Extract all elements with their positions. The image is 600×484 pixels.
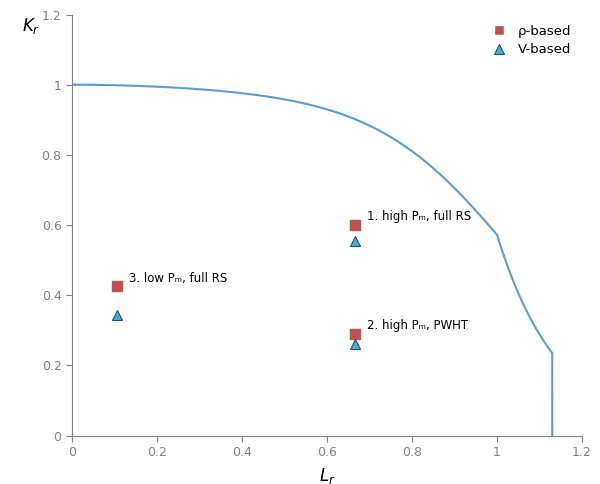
- Y-axis label: $K_r$: $K_r$: [22, 15, 40, 36]
- Text: 3. low Pₘ, full RS: 3. low Pₘ, full RS: [130, 272, 227, 285]
- Legend: ρ-based, V-based: ρ-based, V-based: [482, 21, 575, 60]
- Text: 1. high Pₘ, full RS: 1. high Pₘ, full RS: [367, 211, 472, 223]
- X-axis label: $L_r$: $L_r$: [319, 466, 335, 484]
- Text: 2. high Pₘ, PWHT: 2. high Pₘ, PWHT: [367, 319, 469, 332]
